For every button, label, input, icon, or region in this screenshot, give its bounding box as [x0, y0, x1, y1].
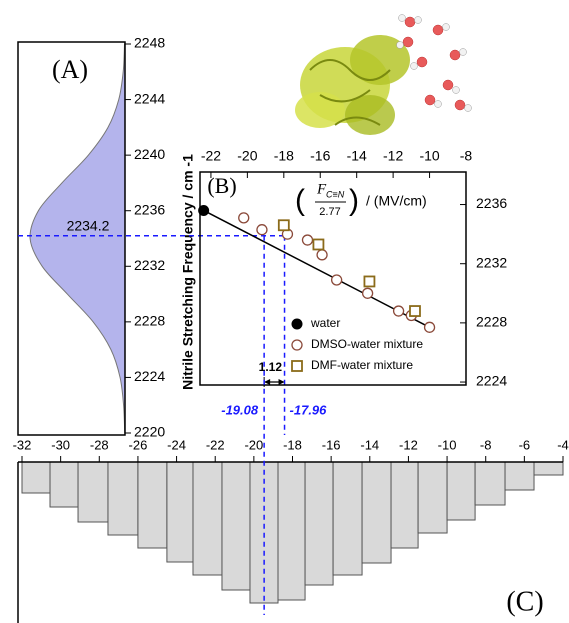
x-axis-title: C≡N: [326, 189, 345, 199]
x-tick-label: -10: [438, 437, 457, 452]
x-tick-label: -28: [90, 437, 109, 452]
x-tick-label: -14: [360, 437, 379, 452]
y-tick-label: 2228: [476, 314, 507, 330]
histogram-bar: [533, 461, 564, 476]
histogram-bar: [77, 461, 109, 523]
annotation: 2234.2: [67, 217, 110, 233]
point: [238, 212, 250, 224]
x-tick-label: -20: [244, 437, 263, 452]
protein-image: [295, 14, 472, 135]
point: [256, 224, 268, 236]
x-tick-label: -8: [460, 148, 473, 164]
distribution-area: [29, 43, 126, 434]
x-tick-label: -32: [13, 437, 32, 452]
legend-label: water: [310, 316, 340, 330]
panel-label: (A): [52, 55, 88, 84]
point: [291, 360, 303, 372]
histogram-bar: [277, 461, 306, 601]
x-tick-label: -18: [283, 437, 302, 452]
x-axis-title: F: [316, 181, 327, 197]
x-axis-title: ): [349, 184, 359, 217]
point: [312, 238, 325, 251]
histogram-bar: [166, 461, 194, 563]
y-tick-label: 2228: [134, 313, 165, 329]
arrow-head: [264, 379, 285, 385]
x-axis-title: 2.77: [319, 206, 340, 218]
x-tick-label: -12: [399, 437, 418, 452]
histogram-bar: [21, 461, 51, 494]
plot-frame: [199, 171, 467, 386]
point: [330, 274, 343, 286]
histogram-bar: [49, 461, 79, 508]
histogram-bar: [390, 461, 419, 549]
difference-label: 1.12: [259, 360, 283, 374]
point: [316, 249, 328, 261]
y-tick-label: 2232: [476, 254, 507, 270]
x-tick-label: -8: [480, 437, 492, 452]
x-tick-label: -10: [419, 148, 439, 164]
point: [363, 275, 376, 288]
y-tick-label: 2220: [134, 424, 165, 440]
point: [361, 287, 374, 299]
point: [409, 305, 421, 317]
histogram-bar: [192, 461, 223, 576]
point: [291, 339, 303, 351]
x-tick-label: -20: [237, 148, 257, 164]
y-tick-label: 2240: [134, 146, 165, 162]
y-tick-label: 2248: [134, 35, 165, 51]
y-tick-label: 2224: [476, 373, 507, 389]
histogram-bar: [137, 461, 168, 549]
histogram-bar: [504, 461, 535, 491]
fit-line: [203, 209, 430, 328]
y-tick-label: 2224: [134, 368, 165, 384]
histogram-bar: [332, 461, 363, 576]
x-tick-label: -6: [519, 437, 531, 452]
y-tick-label: 2244: [134, 90, 165, 106]
y-tick-label: 2232: [134, 257, 165, 273]
histogram-bar: [446, 461, 476, 521]
legend-label: DMF-water mixture: [311, 358, 413, 372]
point: [301, 234, 314, 246]
point: [423, 321, 436, 333]
point: [291, 318, 303, 330]
x-tick-label: -26: [129, 437, 148, 452]
x-tick-label: -18: [274, 148, 294, 164]
y-tick-label: 2236: [134, 201, 165, 217]
x-tick-label: -24: [167, 437, 186, 452]
histogram-bar: [304, 461, 334, 586]
point: [198, 204, 210, 216]
x-tick-label: -16: [310, 148, 330, 164]
x-axis-title: / (MV/cm): [366, 193, 427, 209]
x-tick-label: -14: [347, 148, 367, 164]
marker-label: -17.96: [290, 402, 328, 417]
x-tick-label: -22: [201, 148, 221, 164]
x-tick-label: -12: [383, 148, 403, 164]
histogram-bar: [474, 461, 506, 506]
panel-label: (C): [506, 586, 543, 617]
point: [392, 305, 405, 317]
legend-label: DMSO-water mixture: [311, 337, 423, 351]
panel-frame: [17, 41, 126, 436]
histogram-bar: [221, 461, 251, 591]
point: [277, 219, 290, 232]
y-axis-title: Nitrile Stretching Frequency / cm -1: [180, 154, 196, 390]
y-tick-label: 2236: [476, 195, 507, 211]
x-tick-label: -4: [557, 437, 569, 452]
marker-label: -19.08: [221, 402, 259, 417]
panel-label: (B): [207, 173, 236, 198]
histogram-bar: [417, 461, 448, 534]
x-tick-label: -22: [206, 437, 225, 452]
histogram-bar: [361, 461, 392, 564]
x-tick-label: -16: [322, 437, 341, 452]
x-tick-label: -30: [51, 437, 70, 452]
x-axis-title: (: [295, 184, 305, 217]
histogram-bar: [107, 461, 139, 536]
